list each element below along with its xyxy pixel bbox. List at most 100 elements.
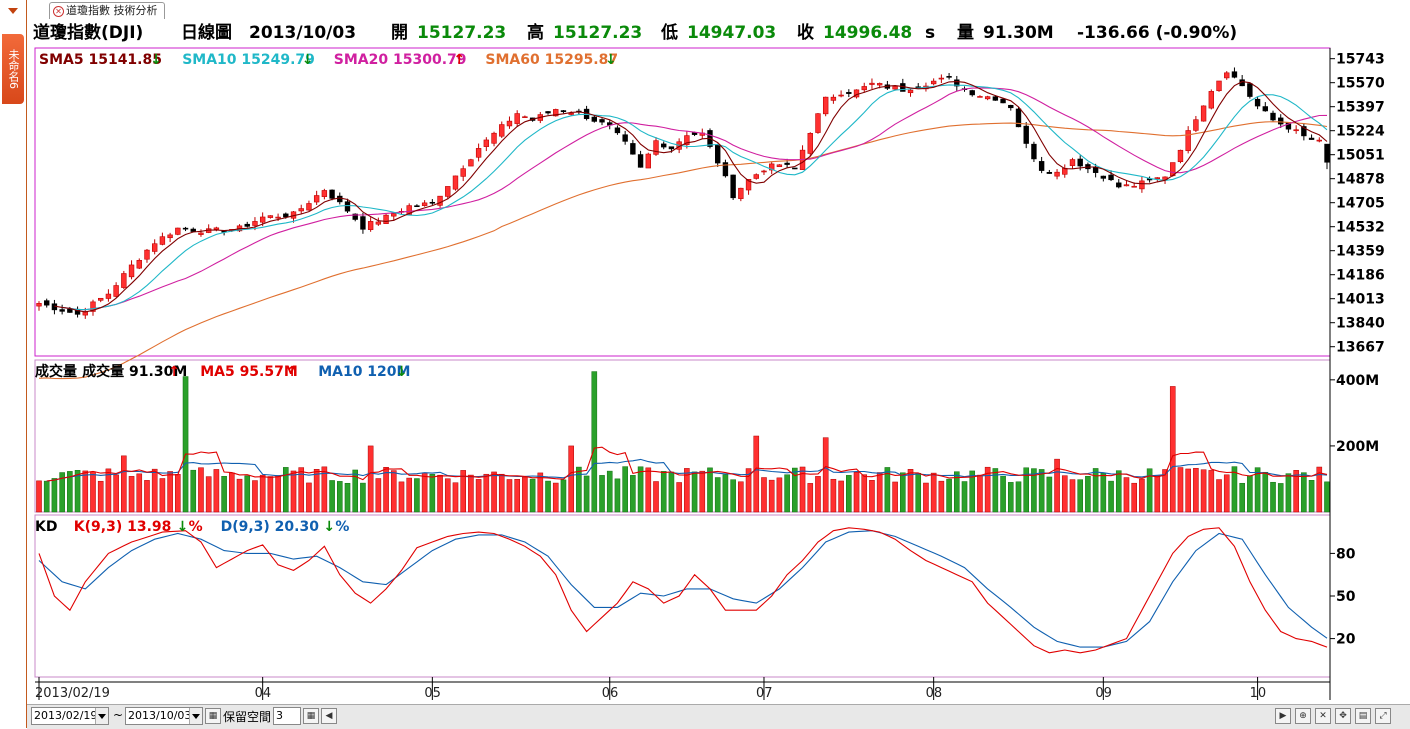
volume-bar (807, 483, 814, 513)
crosshair-icon[interactable]: ✕ (1315, 708, 1331, 724)
move-icon[interactable]: ✥ (1335, 708, 1351, 724)
grid-icon[interactable]: ▤ (1355, 708, 1371, 724)
candle-body (792, 167, 798, 170)
volume-bar (460, 470, 466, 513)
sma10-line (62, 84, 1328, 311)
volume-bar (522, 476, 528, 513)
collapse-arrow-icon[interactable] (8, 8, 18, 14)
tab-technical-analysis[interactable]: ✕ 道瓊指數 技術分析 (49, 2, 165, 19)
candle-body (283, 213, 289, 218)
scroll-right-icon[interactable]: ▶ (1275, 708, 1291, 724)
candle-body (553, 109, 559, 117)
close-suffix: s (925, 23, 936, 43)
zoom-in-icon[interactable]: ▦ (303, 708, 319, 724)
close-tab-icon[interactable]: ✕ (53, 6, 64, 17)
candle-body (113, 285, 119, 297)
candle (815, 113, 821, 134)
candle-body (522, 116, 528, 118)
candle (1031, 141, 1037, 162)
candle (1008, 104, 1014, 111)
candle-body (1316, 139, 1322, 142)
volume-bar (97, 480, 104, 513)
candle-body (252, 221, 258, 226)
volume-bar (1316, 466, 1323, 513)
volume-bar (529, 478, 536, 513)
candle-body (769, 163, 775, 171)
candle-body (907, 89, 914, 94)
candle (437, 195, 443, 208)
candle (367, 217, 374, 232)
volume-bar (198, 467, 204, 513)
candle-body (144, 249, 150, 260)
volume-bar (36, 480, 42, 513)
candle (1116, 179, 1122, 189)
volume-bar (437, 474, 443, 513)
candle-body (560, 110, 567, 113)
volume-bar (954, 471, 960, 513)
candle (321, 188, 328, 200)
price-axis-label: 14186 (1336, 268, 1385, 284)
price-legend-item: SMA5 15141.85 (39, 52, 162, 68)
volume-bar (1046, 476, 1053, 513)
candle-body (591, 116, 597, 122)
price-axis-label: 15397 (1336, 100, 1385, 116)
candle (846, 89, 852, 98)
volume-bar (761, 477, 767, 513)
candle-body (213, 227, 220, 230)
candle-body (483, 139, 490, 147)
price-legend-item: SMA60 15295.87 (485, 52, 618, 68)
volume-bar (691, 471, 698, 513)
candle-body (1092, 166, 1099, 173)
volume-bar (221, 476, 227, 513)
k-line (38, 527, 1328, 654)
keep-space-input[interactable]: 3 (273, 707, 301, 725)
side-tab-label[interactable]: 未命名6 (2, 34, 24, 104)
zoom-icon[interactable]: ⊕ (1295, 708, 1311, 724)
chevron-down-icon[interactable] (95, 708, 108, 724)
go-button-icon[interactable]: ▦ (205, 708, 221, 724)
scroll-left-icon[interactable]: ◀ (321, 708, 337, 724)
candle (1100, 175, 1107, 182)
candle-body (151, 243, 158, 252)
candle (984, 95, 991, 101)
technical-chart[interactable]: 15743 15570 15397 15224 15051 14878 14705 14532… (27, 0, 1410, 704)
start-date-select[interactable]: 2013/02/19 (31, 707, 109, 725)
candle-body (1216, 80, 1222, 92)
candle-body (1116, 182, 1122, 188)
candle-body (1208, 91, 1215, 109)
quote-date: 2013/10/03 (249, 23, 357, 43)
volume-value: 91.30M (983, 23, 1054, 43)
trend-arrow-icon: ↑ (453, 52, 465, 68)
volume-bar (946, 478, 952, 513)
volume-bar (591, 371, 598, 513)
kd-axis-label: 80 (1336, 546, 1356, 562)
candle-body (190, 228, 196, 232)
volume-bar (907, 469, 914, 513)
candle-body (136, 260, 142, 269)
volume-ma5-line (46, 446, 1328, 482)
candle-body (992, 96, 999, 101)
candle-body (938, 77, 945, 80)
candle (969, 89, 975, 97)
volume-bar (1216, 479, 1222, 513)
candle-body (969, 90, 975, 96)
volume-bar (900, 472, 906, 513)
candle (1293, 125, 1299, 134)
candle-body (1069, 159, 1076, 166)
candle-body (267, 215, 274, 218)
close-label: 收 (797, 23, 814, 43)
candle-body (1247, 83, 1253, 97)
chevron-down-icon[interactable] (189, 708, 202, 724)
candle-body (1046, 172, 1053, 174)
fit-icon[interactable]: ⤢ (1375, 708, 1391, 724)
volume-bar (614, 478, 621, 513)
end-date-select[interactable]: 2013/10/03 (125, 707, 203, 725)
side-tab[interactable]: 未命名6 (0, 0, 26, 728)
volume-bar (1007, 482, 1014, 513)
candle (799, 145, 806, 170)
low-value: 14947.03 (687, 23, 777, 43)
volume-bar (699, 470, 706, 513)
candle (807, 132, 813, 157)
volume-bar (121, 455, 127, 513)
candle (267, 215, 274, 219)
